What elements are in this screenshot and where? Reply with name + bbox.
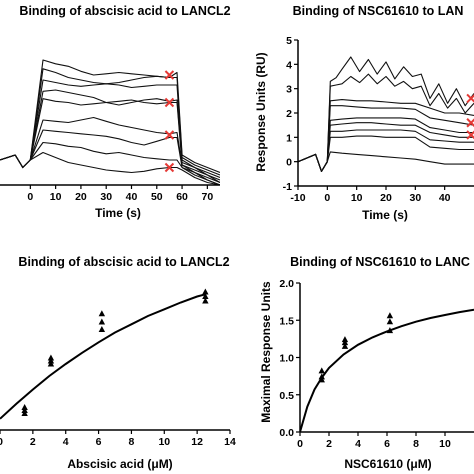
panel-d-x-axis-label: NSC61610 (μM) — [344, 457, 431, 471]
data-point-triangle — [98, 318, 106, 325]
panel-b-plot — [298, 56, 474, 172]
x-tick-label: 70 — [202, 191, 214, 203]
data-point-triangle — [318, 373, 325, 380]
y-tick-label: 0.5 — [279, 390, 294, 402]
sensorgram-line — [0, 141, 220, 185]
data-point-triangle — [341, 342, 349, 349]
data-point-triangle — [386, 327, 394, 334]
x-tick-label: 10 — [158, 436, 170, 448]
panel-a-plot — [0, 59, 220, 185]
panel-d-title: Binding of NSC61610 to LANC — [290, 255, 470, 269]
panel-a-axes: 0 10 20 30 40 50 60 70 — [0, 184, 220, 203]
x-tick-label: 6 — [96, 436, 102, 448]
panel-d: Binding of NSC61610 to LANC 0 2 4 6 8 10 0.0 0.… — [259, 255, 474, 471]
data-point-triangle — [202, 288, 209, 295]
x-tick-label: 50 — [151, 191, 163, 203]
data-point-triangle — [341, 336, 349, 343]
x-tick-label: 4 — [355, 438, 361, 450]
x-tick-label: 10 — [351, 192, 363, 204]
data-point-triangle — [202, 293, 209, 299]
panel-c: Binding of abscisic acid to LANCL2 0 2 4 6 8… — [0, 255, 236, 471]
x-tick-label: 2 — [30, 436, 36, 448]
panel-b: Binding of NSC61610 to LAN -10 0 10 20 30 40-… — [254, 4, 474, 222]
sensorgram-line — [298, 151, 474, 172]
x-tick-label: 0 — [27, 191, 33, 203]
x-tick-label: 10 — [439, 438, 451, 450]
y-tick-label: 2.0 — [279, 278, 294, 290]
panel-b-y-axis-label: Response Units (RU) — [254, 52, 268, 171]
x-tick-label: 40 — [126, 191, 138, 203]
x-tick-label: 2 — [326, 438, 332, 450]
x-tick-label: -10 — [290, 192, 305, 204]
x-tick-label: 20 — [380, 192, 392, 204]
x-tick-label: 30 — [100, 191, 112, 203]
panel-d-y-axis-label: Maximal Response Units — [259, 281, 273, 423]
panel-c-title: Binding of abscisic acid to LANCL2 — [18, 255, 229, 269]
y-tick-label: 0 — [286, 157, 292, 169]
x-tick-label: 0 — [0, 436, 3, 448]
x-tick-label: 4 — [63, 436, 69, 448]
plot-area — [298, 56, 474, 172]
data-point-triangle — [98, 326, 106, 332]
sensorgram-line — [298, 56, 474, 172]
panel-b-title: Binding of NSC61610 to LAN — [293, 4, 464, 18]
x-tick-label: 60 — [176, 191, 188, 203]
panel-d-plot — [300, 308, 474, 432]
y-tick-label: 5 — [286, 35, 292, 47]
data-point-triangle — [98, 310, 106, 317]
x-marker — [164, 130, 175, 140]
x-tick-label: 12 — [191, 436, 203, 448]
x-tick-label: 20 — [75, 191, 87, 203]
sensorgram-line — [0, 151, 220, 185]
panel-a-x-axis-label: Time (s) — [95, 206, 141, 220]
y-tick-label: 4 — [286, 59, 292, 71]
data-point-triangle — [386, 312, 394, 319]
x-tick-label: 8 — [413, 438, 419, 450]
data-point-triangle — [202, 297, 209, 304]
x-tick-label: 30 — [409, 192, 421, 204]
x-marker — [164, 70, 175, 80]
sensorgram-line — [298, 129, 474, 172]
fit-curve — [0, 293, 206, 420]
fit-curve — [300, 308, 474, 432]
y-tick-label: 2 — [286, 108, 292, 120]
y-tick-label: 1 — [286, 132, 292, 144]
panel-c-axes: 0 2 4 6 8 10 12 14 — [0, 429, 236, 448]
panel-b-x-axis-label: Time (s) — [362, 208, 408, 222]
panel-c-plot — [0, 288, 209, 420]
panel-a: Binding of abscisic acid to LANCL2 0 10 20… — [0, 4, 231, 220]
sensorgram-line — [0, 98, 220, 183]
x-tick-label: 0 — [324, 192, 330, 204]
plot-area — [300, 308, 474, 432]
x-tick-label: 0 — [297, 438, 303, 450]
y-tick-label: 0.0 — [279, 427, 294, 439]
y-tick-label: -1 — [283, 181, 292, 193]
data-point-triangle — [318, 367, 325, 374]
y-tick-label: 1.5 — [279, 315, 294, 327]
x-tick-label: 8 — [129, 436, 135, 448]
x-tick-label: 40 — [439, 192, 451, 204]
data-point-triangle — [386, 318, 394, 325]
data-point-triangle — [47, 354, 55, 361]
x-marker — [164, 162, 175, 173]
panel-a-title: Binding of abscisic acid to LANCL2 — [19, 4, 230, 18]
plot-area — [0, 288, 209, 420]
y-tick-label: 1.0 — [279, 353, 294, 365]
x-tick-label: 14 — [224, 436, 236, 448]
data-point-triangle — [21, 404, 28, 410]
panel-d-axes: 0 2 4 6 8 10 0.0 0.5 1.0 1.5 2.0 — [279, 278, 474, 450]
panel-c-x-axis-label: Abscisic acid (μM) — [67, 457, 172, 471]
sensorgram-line — [298, 105, 474, 172]
x-tick-label: 6 — [384, 438, 390, 450]
x-marker — [164, 97, 175, 108]
sensorgram-line — [0, 79, 220, 179]
sensorgram-line — [0, 129, 220, 185]
x-tick-label: 10 — [50, 191, 62, 203]
y-tick-label: 3 — [286, 84, 292, 96]
sensorgram-line — [298, 117, 474, 172]
plot-area — [0, 59, 220, 185]
